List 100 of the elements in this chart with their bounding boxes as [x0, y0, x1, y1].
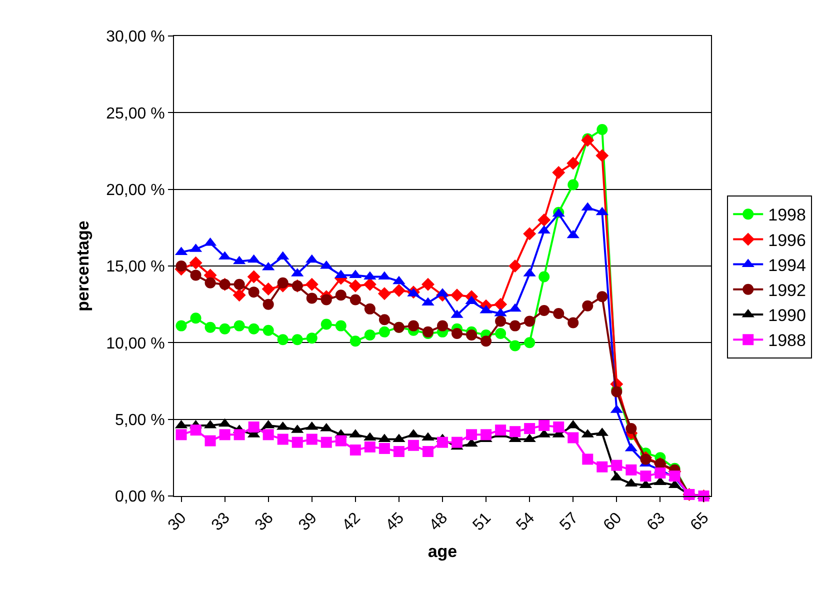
- point: [626, 423, 637, 434]
- point: [248, 323, 260, 334]
- y-tick-label: 5,00 %: [114, 412, 165, 429]
- point: [582, 300, 594, 312]
- point: [204, 435, 216, 446]
- point: [219, 429, 230, 440]
- point: [452, 328, 463, 339]
- point: [262, 298, 274, 310]
- point: [378, 326, 390, 338]
- legend-label: 1996: [768, 230, 806, 250]
- point: [553, 308, 564, 320]
- point: [320, 436, 332, 448]
- x-tick-label: 51: [470, 510, 495, 534]
- legend-label: 1994: [768, 256, 806, 275]
- point: [335, 320, 346, 332]
- y-axis-title: percentage: [74, 220, 93, 312]
- point: [176, 320, 187, 332]
- point: [393, 446, 404, 458]
- x-tick-label: 33: [208, 510, 234, 534]
- point: [277, 334, 288, 346]
- point: [596, 124, 608, 136]
- point: [350, 294, 361, 306]
- legend-label: 1998: [768, 206, 806, 225]
- point: [232, 288, 246, 302]
- point: [523, 227, 536, 240]
- point: [408, 440, 419, 451]
- point: [350, 444, 361, 456]
- y-tick-label: 20,00 %: [106, 182, 165, 199]
- point: [262, 429, 274, 440]
- point: [437, 320, 448, 332]
- point: [306, 292, 318, 304]
- point: [452, 436, 463, 448]
- x-tick-label: 57: [557, 510, 582, 534]
- x-tick-label: 30: [165, 510, 190, 534]
- point: [538, 271, 550, 282]
- point: [510, 340, 521, 352]
- point: [320, 318, 332, 330]
- point: [248, 286, 260, 298]
- point: [176, 429, 187, 440]
- point: [524, 316, 536, 327]
- point: [335, 290, 346, 301]
- y-tick-label: 30,00 %: [106, 28, 165, 46]
- point: [568, 432, 579, 444]
- point: [524, 423, 536, 434]
- point: [421, 278, 434, 291]
- point: [466, 330, 478, 340]
- y-tick-label: 0,00 %: [114, 488, 165, 506]
- x-tick-label: 60: [600, 510, 626, 534]
- point: [596, 461, 608, 472]
- x-tick-label: 45: [382, 510, 408, 534]
- point: [234, 320, 245, 332]
- point: [277, 277, 288, 288]
- point: [350, 336, 361, 347]
- point: [480, 429, 492, 440]
- point: [581, 134, 594, 147]
- point: [378, 442, 390, 454]
- point: [538, 214, 551, 226]
- point: [363, 278, 376, 291]
- point: [176, 260, 187, 272]
- y-tick-label: 25,00 %: [106, 105, 165, 122]
- point: [392, 284, 406, 298]
- legend-label: 1990: [768, 306, 806, 326]
- point: [422, 446, 434, 458]
- point: [510, 320, 521, 332]
- point: [247, 270, 260, 284]
- point: [495, 424, 506, 436]
- point: [510, 426, 521, 438]
- point: [408, 320, 419, 332]
- point: [190, 424, 202, 436]
- point: [305, 278, 318, 291]
- point: [596, 149, 609, 162]
- x-tick-label: 39: [296, 510, 320, 534]
- legend-label: 1988: [768, 331, 806, 350]
- point: [234, 278, 245, 290]
- x-tick-label: 48: [426, 510, 452, 534]
- y-tick-label: 10,00 %: [106, 335, 165, 352]
- point: [495, 316, 506, 327]
- point: [204, 322, 216, 333]
- point: [364, 441, 376, 452]
- point: [292, 334, 303, 346]
- point: [189, 256, 202, 270]
- point: [190, 312, 202, 324]
- point: [292, 436, 303, 448]
- point: [538, 304, 550, 316]
- point: [568, 317, 579, 328]
- point: [378, 287, 391, 300]
- x-tick-label: 65: [688, 510, 712, 534]
- point: [437, 436, 448, 448]
- point: [364, 303, 376, 314]
- point: [524, 337, 536, 348]
- point: [494, 298, 508, 311]
- point: [348, 279, 362, 292]
- point: [480, 336, 492, 347]
- point: [378, 314, 390, 326]
- point: [611, 460, 622, 471]
- point: [552, 166, 566, 179]
- point: [626, 464, 637, 476]
- point: [508, 260, 522, 272]
- point: [640, 454, 652, 465]
- point: [466, 429, 478, 440]
